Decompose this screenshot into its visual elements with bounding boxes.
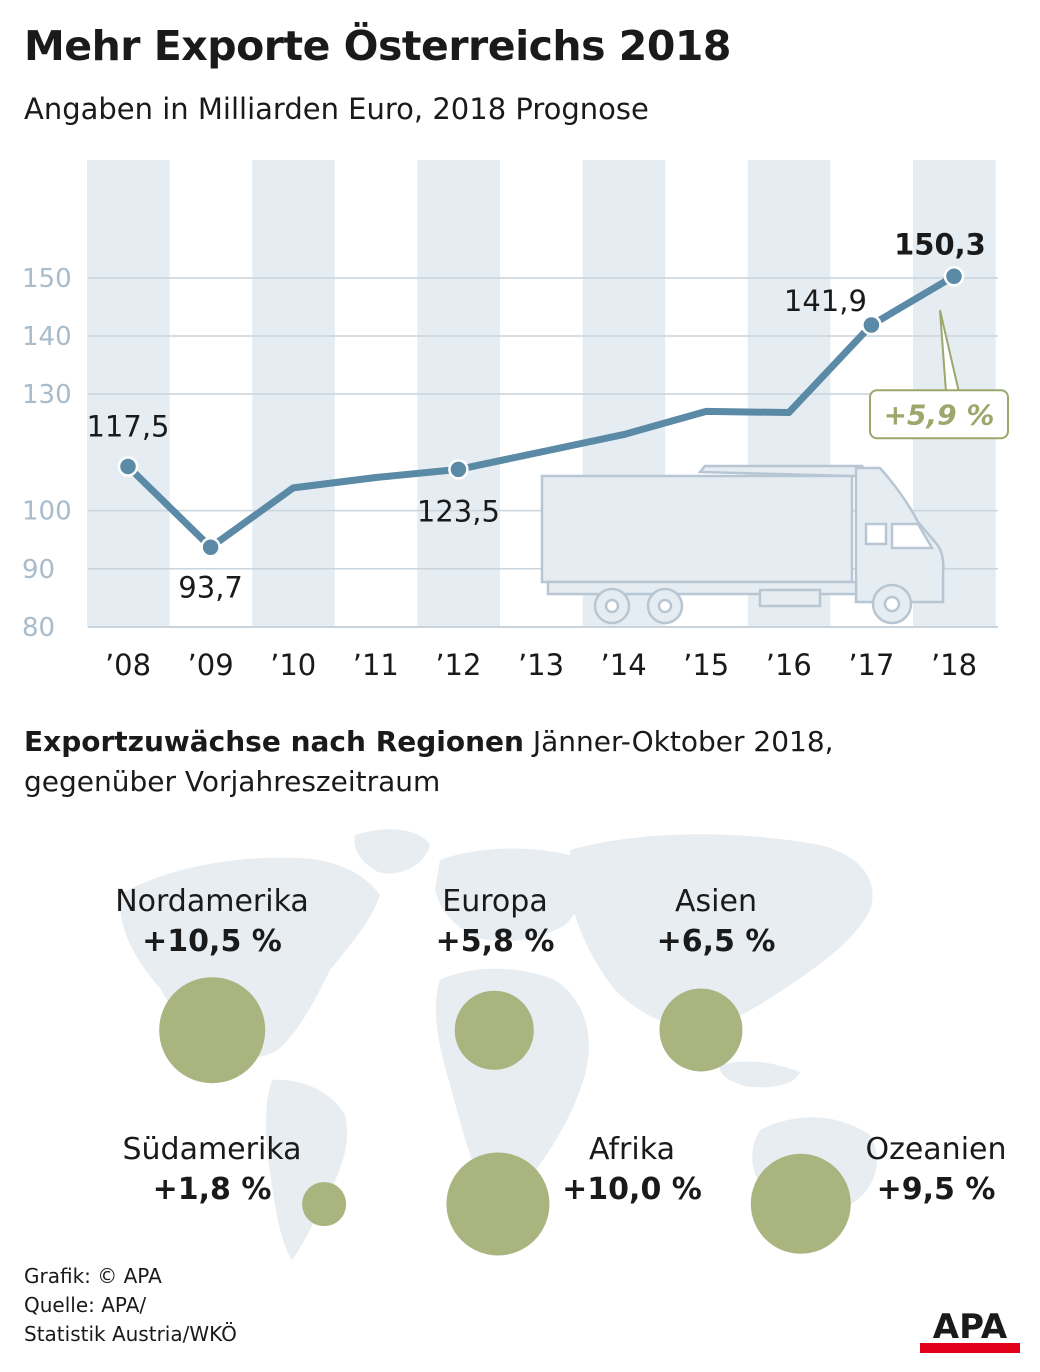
region-bubble bbox=[454, 990, 534, 1070]
data-point bbox=[448, 459, 469, 480]
region-label: Afrika +10,0 % bbox=[562, 1130, 702, 1210]
region-label: Nordamerika +10,5 % bbox=[115, 882, 309, 962]
credits: Grafik: © APA Quelle: APA/ Statistik Aus… bbox=[24, 1262, 237, 1349]
map-greenland bbox=[354, 829, 430, 874]
x-tick-label: ’09 bbox=[188, 648, 234, 682]
region-bubble bbox=[750, 1153, 852, 1255]
region-value: +10,5 % bbox=[142, 924, 282, 959]
region-name: Südamerika bbox=[122, 1132, 302, 1167]
region-name: Afrika bbox=[589, 1132, 675, 1167]
x-tick-label: ’17 bbox=[848, 648, 894, 682]
y-tick-label: 130 bbox=[22, 380, 72, 410]
y-axis-ticks: 80 90 100 130 140 150 bbox=[22, 264, 72, 643]
x-tick-label: ’10 bbox=[270, 648, 316, 682]
region-value: +6,5 % bbox=[656, 924, 776, 959]
x-tick-label: ’11 bbox=[353, 648, 399, 682]
map-south-america bbox=[265, 1079, 348, 1260]
y-tick-label: 80 bbox=[22, 613, 55, 643]
x-tick-label: ’18 bbox=[931, 648, 977, 682]
apa-logo-text: APA bbox=[933, 1307, 1008, 1347]
regions-heading-line2: gegenüber Vorjahreszeitraum bbox=[24, 765, 441, 798]
region-bubble bbox=[446, 1152, 550, 1256]
x-axis-ticks: ’08 ’09 ’10 ’11 ’12 ’13 ’14 ’15 ’16 ’17 ’18 bbox=[105, 648, 977, 682]
page-subtitle: Angaben in Milliarden Euro, 2018 Prognos… bbox=[24, 92, 649, 126]
region-bubble bbox=[159, 977, 265, 1083]
data-points bbox=[117, 266, 965, 558]
data-label: 150,3 bbox=[894, 227, 986, 261]
x-tick-label: ’12 bbox=[435, 648, 481, 682]
y-tick-label: 100 bbox=[22, 497, 72, 527]
region-value: +9,5 % bbox=[876, 1172, 996, 1207]
region-label: Europa +5,8 % bbox=[436, 882, 555, 962]
data-point bbox=[200, 537, 221, 558]
y-tick-label: 150 bbox=[22, 264, 72, 294]
x-tick-label: ’08 bbox=[105, 648, 151, 682]
map-asia bbox=[570, 834, 873, 1030]
region-name: Ozeanien bbox=[865, 1132, 1007, 1167]
data-label: 117,5 bbox=[86, 410, 169, 444]
y-tick-label: 140 bbox=[22, 322, 72, 352]
truck-icon bbox=[540, 464, 945, 625]
series-line bbox=[124, 272, 958, 551]
region-label: Ozeanien +9,5 % bbox=[865, 1130, 1006, 1210]
data-point bbox=[117, 456, 139, 477]
region-label: Asien +6,5 % bbox=[657, 882, 776, 962]
data-label: 141,9 bbox=[784, 284, 867, 318]
data-labels: 117,5 93,7 123,5 141,9 150,3 bbox=[86, 227, 985, 604]
annotation-box bbox=[869, 389, 1009, 440]
region-bubble bbox=[659, 988, 743, 1072]
y-tick-label: 90 bbox=[22, 555, 55, 585]
x-tick-label: ’14 bbox=[601, 648, 647, 682]
data-point bbox=[861, 314, 882, 336]
region-value: +1,8 % bbox=[152, 1172, 272, 1207]
map-indonesia bbox=[719, 1061, 800, 1088]
region-value: +10,0 % bbox=[562, 1172, 702, 1207]
credit-grafik: Grafik: © APA bbox=[24, 1264, 162, 1288]
line-chart: 80 90 100 130 140 150 ’08 ’09 ’10 ’11 ’12 ’13 ’14 ’1… bbox=[22, 160, 1009, 682]
region-name: Nordamerika bbox=[115, 884, 309, 919]
apa-logo-bar bbox=[920, 1343, 1020, 1353]
x-tick-label: ’15 bbox=[683, 648, 729, 682]
region-value: +5,8 % bbox=[435, 924, 555, 959]
region-name: Europa bbox=[442, 884, 548, 919]
annotation-text: +5,9 % bbox=[884, 398, 995, 431]
credit-statistik: Statistik Austria/WKÖ bbox=[24, 1322, 237, 1346]
data-label: 123,5 bbox=[417, 494, 500, 528]
data-point bbox=[943, 266, 965, 287]
map-europe bbox=[435, 848, 588, 942]
regions-heading: Exportzuwächse nach Regionen Jänner-Okto… bbox=[24, 722, 1024, 802]
data-label: 93,7 bbox=[178, 570, 243, 604]
credit-quelle: Quelle: APA/ bbox=[24, 1293, 147, 1317]
x-tick-label: ’13 bbox=[518, 648, 564, 682]
regions-heading-period: Jänner-Oktober 2018, bbox=[523, 725, 834, 758]
page-title: Mehr Exporte Österreichs 2018 bbox=[24, 22, 731, 70]
apa-logo: APA bbox=[920, 1307, 1020, 1353]
regions-heading-bold: Exportzuwächse nach Regionen bbox=[24, 725, 524, 758]
region-bubble bbox=[302, 1182, 346, 1226]
growth-annotation: +5,9 % bbox=[869, 310, 1009, 440]
region-name: Asien bbox=[675, 884, 757, 919]
region-label: Südamerika +1,8 % bbox=[122, 1130, 301, 1210]
x-tick-label: ’16 bbox=[766, 648, 812, 682]
